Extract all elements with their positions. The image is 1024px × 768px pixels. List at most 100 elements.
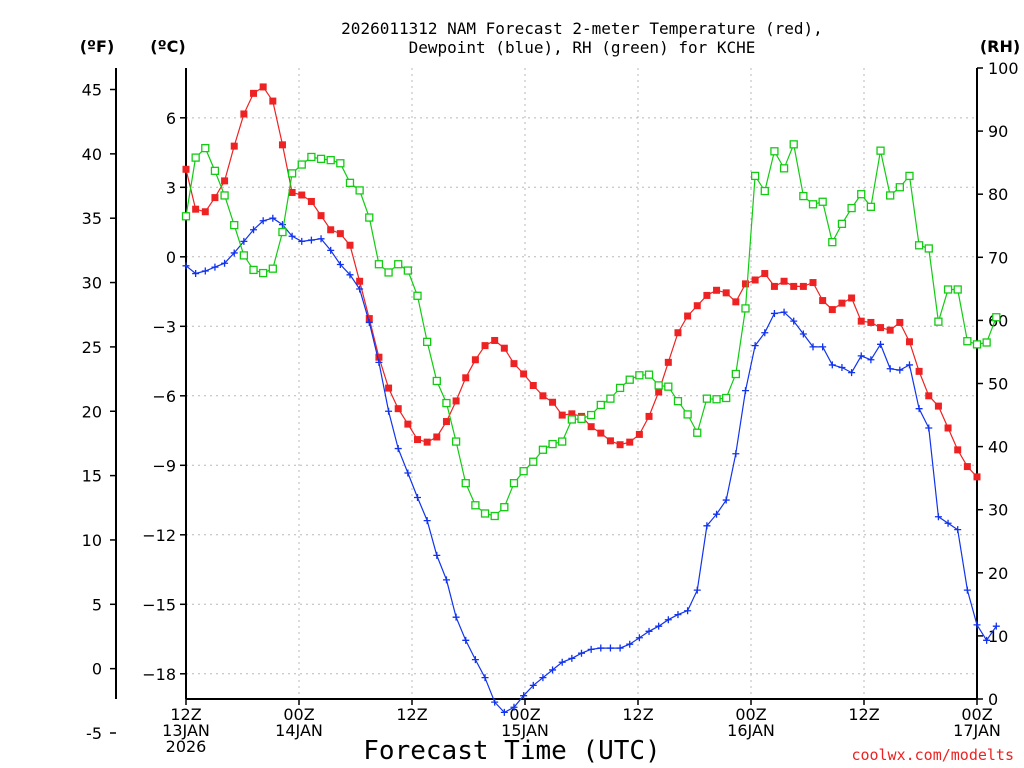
dewpoint-data-point	[983, 636, 991, 644]
temperature-data-point	[616, 441, 624, 449]
temperature-data-point	[741, 280, 749, 288]
temperature-data-point	[713, 286, 721, 294]
dewpoint-data-point	[346, 271, 354, 279]
rh-data-point	[201, 143, 210, 153]
rh-data-point	[876, 146, 885, 155]
temperature-data-point	[365, 315, 373, 323]
rh-data-point	[529, 457, 538, 466]
dewpoint-data-point	[375, 358, 383, 366]
x-tick-label: 12Z	[396, 705, 427, 724]
temperature-data-point	[954, 446, 962, 454]
dewpoint-data-point	[481, 674, 489, 682]
rh-data-point	[615, 383, 625, 393]
dewpoint-data-point	[944, 519, 952, 527]
rh-data-point	[519, 467, 528, 476]
dewpoint-data-point	[606, 644, 614, 652]
rh-data-point	[297, 160, 306, 169]
dewpoint-data-point	[423, 517, 431, 525]
temperature-data-point	[385, 384, 393, 392]
rh-data-point	[992, 313, 1001, 322]
temperature-data-point	[703, 291, 711, 299]
rh-data-point	[905, 171, 914, 181]
temperature-data-point	[510, 360, 518, 368]
fahrenheit-tick-label: 45	[82, 81, 102, 100]
dewpoint-data-point	[491, 698, 499, 706]
dewpoint-data-point	[809, 343, 817, 351]
temperature-data-point	[240, 110, 248, 118]
temperature-data-point	[664, 358, 672, 366]
temperature-data-point	[848, 294, 856, 302]
rh-data-point	[403, 266, 413, 275]
rh-data-point	[924, 244, 933, 253]
temperature-data-point	[626, 438, 634, 446]
rh-data-point	[210, 166, 220, 176]
temperature-data-point	[655, 388, 663, 396]
temperature-data-point	[587, 423, 595, 431]
rh-data-point	[818, 197, 827, 206]
rh-data-point	[857, 190, 866, 199]
rh-data-point	[230, 220, 239, 230]
dewpoint-data-point	[365, 318, 373, 326]
dewpoint-data-point	[703, 522, 711, 530]
dewpoint-data-point	[741, 387, 749, 395]
rh-data-point	[191, 153, 200, 162]
fahrenheit-tick-label: 5	[92, 595, 102, 614]
dewpoint-data-point	[896, 366, 904, 374]
temperature-data-point	[288, 188, 296, 196]
rh-data-point	[451, 437, 461, 446]
temperature-data-point	[250, 89, 258, 97]
rh-data-point	[799, 191, 808, 201]
temperature-data-point	[433, 433, 441, 441]
dewpoint-data-point	[288, 232, 296, 240]
x-tick-label: 12Z	[170, 705, 201, 724]
credit-text: coolwx.com/modelts	[851, 746, 1014, 764]
x-tick-label: 00Z	[509, 705, 540, 724]
temperature-data-point	[327, 226, 335, 234]
dewpoint-data-point	[578, 649, 585, 657]
fahrenheit-tick-label: -5	[86, 724, 102, 743]
temperature-data-point	[471, 356, 479, 364]
temperature-data-point	[905, 338, 913, 346]
rh-data-point	[722, 393, 731, 403]
rh-data-point	[635, 371, 644, 380]
temperature-data-point	[770, 282, 778, 290]
x-axis-label: Forecast Time (UTC)	[363, 736, 660, 766]
dewpoint-data-point	[433, 551, 441, 559]
rh-tick-label: 70	[988, 248, 1008, 267]
axes: 454035302520151050-5630−3−6−9−12−15−1810…	[82, 59, 1019, 756]
temperature-data-point	[886, 326, 894, 334]
rh-data-point	[837, 219, 847, 229]
temperature-data-point	[269, 97, 277, 105]
dewpoint-data-point	[278, 221, 286, 229]
rh-data-point	[702, 394, 712, 403]
temperature-data-point	[606, 437, 614, 445]
dewpoint-data-point	[462, 636, 470, 644]
celsius-tick-label: −18	[142, 665, 176, 684]
x-tick-label: 16JAN	[727, 721, 775, 740]
rh-data-point	[336, 159, 345, 168]
rh-data-point	[934, 317, 943, 326]
dewpoint-data-point	[857, 352, 865, 360]
rh-data-point	[480, 509, 490, 518]
rh-data-point	[249, 265, 258, 275]
rh-data-point	[538, 445, 548, 454]
x-tick-label: 14JAN	[275, 721, 323, 740]
temperature-data-point	[259, 83, 267, 91]
dewpoint-data-point	[954, 526, 962, 534]
rh-data-point	[760, 186, 769, 196]
temperature-data-point	[780, 277, 788, 285]
rh-data-point	[644, 370, 654, 379]
dewpoint-data-point	[529, 681, 537, 689]
rh-data-point	[750, 171, 760, 181]
fahrenheit-tick-label: 20	[82, 402, 102, 421]
rh-data-point	[287, 169, 297, 178]
rh-data-point	[693, 428, 702, 437]
temperature-data-point	[684, 312, 692, 320]
rh-data-point	[413, 291, 422, 300]
rh-data-point	[384, 268, 393, 277]
dewpoint-data-point	[201, 267, 209, 275]
rh-data-point	[972, 340, 982, 349]
temperature-data-point	[520, 370, 528, 378]
rh-data-point	[914, 241, 924, 250]
dewpoint-data-point	[510, 703, 518, 711]
